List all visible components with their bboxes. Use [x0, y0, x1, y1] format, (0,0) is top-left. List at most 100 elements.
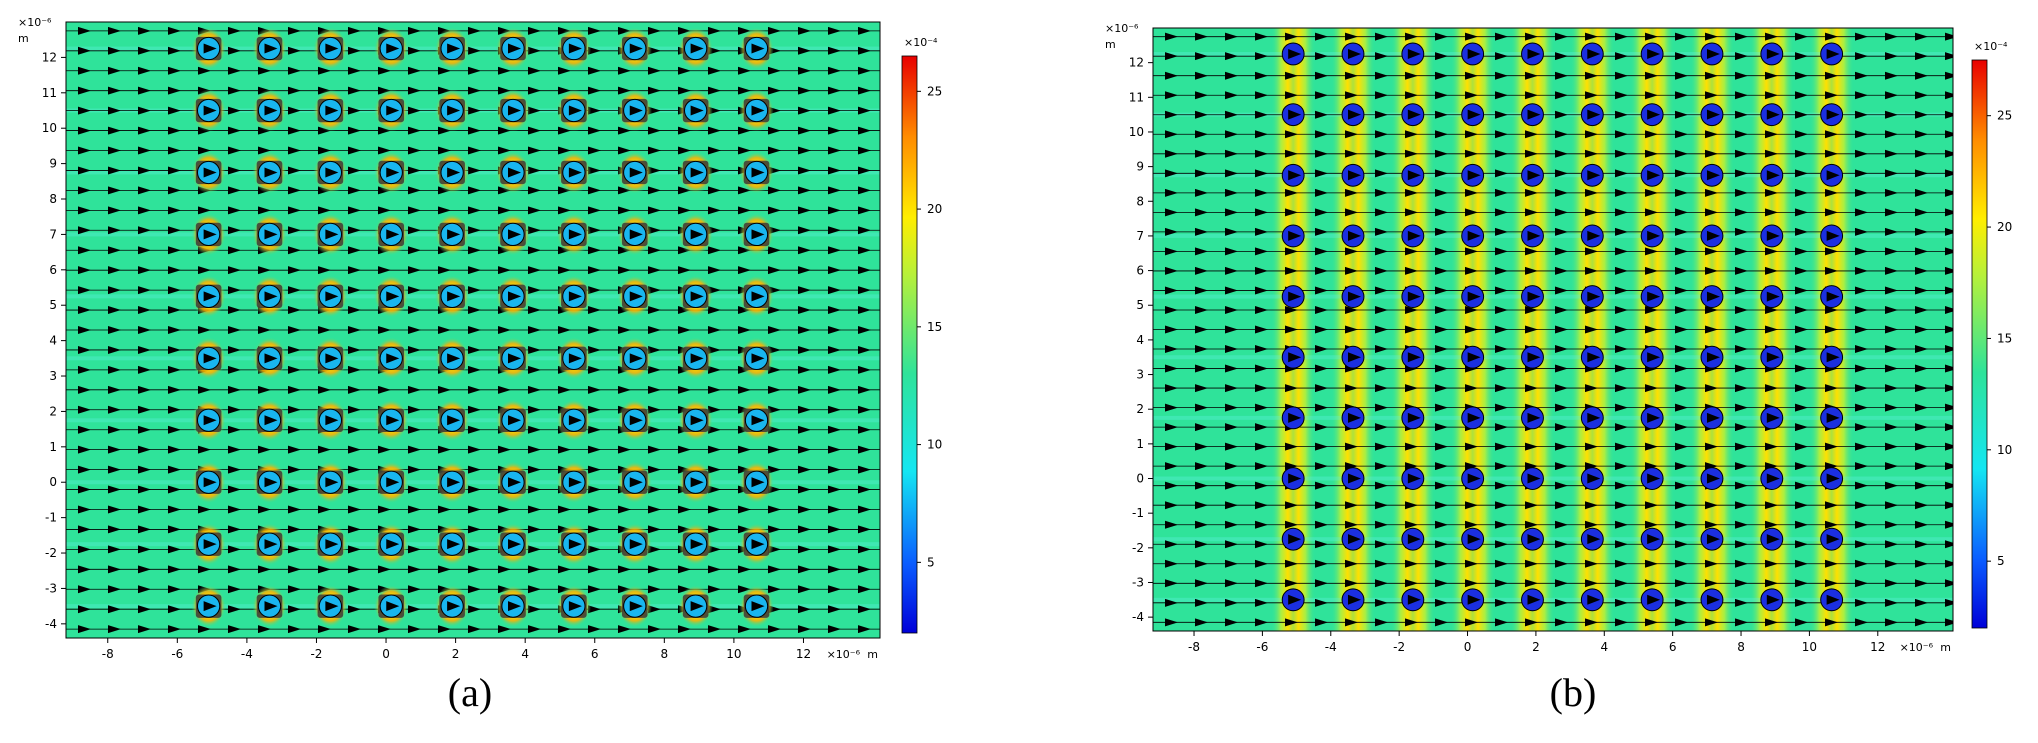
- flow-arrow: [828, 505, 841, 514]
- flow-arrow: [1615, 91, 1628, 100]
- flow-arrow: [1315, 52, 1328, 61]
- flow-arrow: [1285, 618, 1298, 627]
- colorbar-tick-label: 10: [1997, 443, 2012, 457]
- flow-arrow: [1735, 91, 1748, 100]
- flow-arrow: [618, 445, 631, 454]
- flow-arrow: [1225, 598, 1238, 607]
- flow-arrow: [348, 625, 361, 634]
- flow-arrow: [858, 286, 871, 295]
- flow-arrow: [1495, 423, 1508, 432]
- flow-arrow: [828, 565, 841, 574]
- flow-arrow: [1585, 618, 1598, 627]
- flow-arrow: [1645, 618, 1658, 627]
- particle-arrow: [568, 353, 582, 364]
- particle-arrow: [203, 353, 217, 364]
- flow-arrow: [1345, 247, 1358, 256]
- flow-arrow: [588, 66, 601, 75]
- flow-arrow: [1675, 598, 1688, 607]
- flow-arrow: [1375, 325, 1388, 334]
- flow-arrow: [1675, 520, 1688, 529]
- flow-arrow: [1525, 91, 1538, 100]
- flow-arrow: [168, 166, 181, 175]
- flow-arrow: [1855, 481, 1868, 490]
- flow-arrow: [1585, 325, 1598, 334]
- particle-arrow: [1826, 352, 1840, 363]
- flow-arrow: [408, 385, 421, 394]
- flow-arrow: [1765, 579, 1778, 588]
- flow-arrow: [1375, 345, 1388, 354]
- particle-arrow: [386, 353, 400, 364]
- flow-arrow: [1195, 501, 1208, 510]
- flow-arrow: [1615, 559, 1628, 568]
- flow-arrow: [1375, 501, 1388, 510]
- flow-arrow: [78, 66, 91, 75]
- flow-arrow: [1165, 345, 1178, 354]
- flow-arrow: [1885, 579, 1898, 588]
- flow-arrow: [198, 565, 211, 574]
- flow-arrow: [1615, 208, 1628, 217]
- flow-arrow: [1465, 501, 1478, 510]
- colorbar: [1971, 59, 1988, 629]
- flow-arrow: [1825, 305, 1838, 314]
- flow-arrow: [708, 246, 721, 255]
- flow-arrow: [858, 106, 871, 115]
- flow-arrow: [1945, 208, 1953, 217]
- flow-arrow: [1225, 540, 1238, 549]
- flow-arrow: [558, 146, 571, 155]
- flow-arrow: [348, 166, 361, 175]
- particle-arrow: [508, 229, 522, 240]
- flow-arrow: [1255, 71, 1268, 80]
- particle-arrow: [1467, 109, 1481, 120]
- flow-arrow: [468, 345, 481, 354]
- particle-arrow: [1348, 473, 1361, 484]
- flow-arrow: [1735, 227, 1748, 236]
- field-layer: [1153, 28, 1953, 631]
- particle-arrow: [447, 415, 461, 426]
- flow-arrow: [1495, 208, 1508, 217]
- flow-arrow: [1885, 501, 1898, 510]
- flow-arrow: [1855, 325, 1868, 334]
- flow-arrow: [1315, 149, 1328, 158]
- flow-arrow: [438, 385, 451, 394]
- flow-arrow: [1675, 110, 1688, 119]
- colorbar-tick-label: 10: [927, 438, 942, 452]
- flow-arrow: [408, 206, 421, 215]
- x-tick-label: 4: [1600, 640, 1608, 654]
- flow-arrow: [1315, 618, 1328, 627]
- flow-arrow: [708, 126, 721, 135]
- flow-arrow: [348, 365, 361, 374]
- flow-arrow: [1945, 71, 1953, 80]
- flow-arrow: [1345, 501, 1358, 510]
- flow-arrow: [1405, 305, 1418, 314]
- particle-arrow: [690, 353, 704, 364]
- flow-arrow: [1165, 247, 1178, 256]
- flow-arrow: [1825, 32, 1838, 41]
- flow-arrow: [1315, 227, 1328, 236]
- x-tick-label: 2: [1532, 640, 1540, 654]
- flow-arrow: [468, 126, 481, 135]
- flow-arrow: [588, 625, 601, 634]
- flow-arrow: [78, 106, 91, 115]
- flow-arrow: [768, 525, 781, 534]
- particle-arrow: [568, 105, 582, 116]
- flow-arrow: [798, 286, 811, 295]
- flow-arrow: [1195, 169, 1208, 178]
- flow-arrow: [378, 66, 391, 75]
- flow-arrow: [588, 445, 601, 454]
- flow-arrow: [228, 66, 241, 75]
- flow-arrow: [228, 445, 241, 454]
- flow-arrow: [1435, 462, 1448, 471]
- flow-arrow: [858, 306, 871, 315]
- x-tick-label: 6: [591, 647, 599, 661]
- flow-arrow: [1735, 540, 1748, 549]
- flow-arrow: [1525, 149, 1538, 158]
- particle-arrow: [629, 229, 643, 240]
- particle-arrow: [1706, 109, 1720, 120]
- particle-arrow: [386, 105, 400, 116]
- flow-arrow: [1825, 208, 1838, 217]
- flow-arrow: [1615, 481, 1628, 490]
- flow-arrow: [1855, 227, 1868, 236]
- flow-arrow: [858, 166, 871, 175]
- flow-arrow: [708, 66, 721, 75]
- flow-arrow: [648, 86, 661, 95]
